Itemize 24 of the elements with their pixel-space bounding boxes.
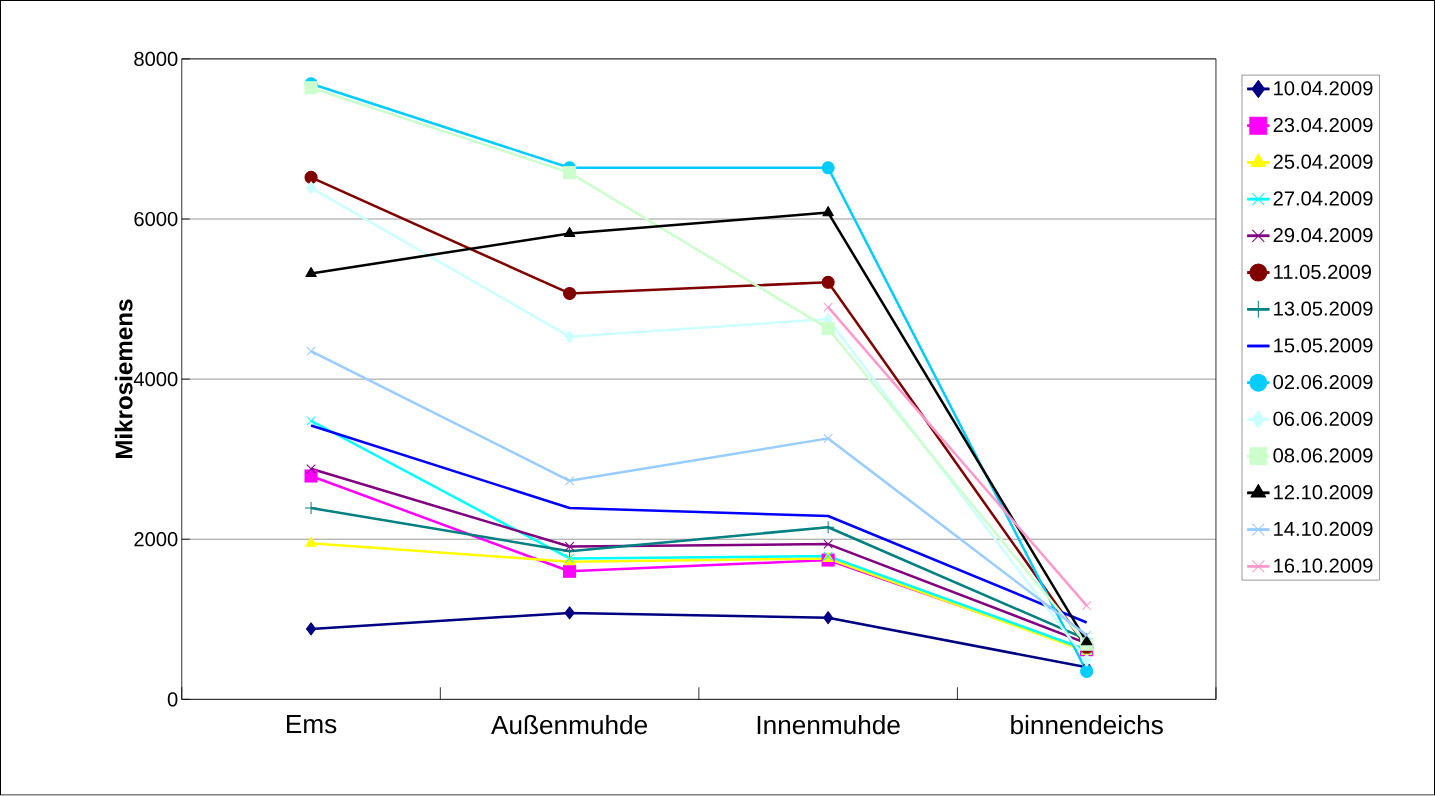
legend-label: 23.04.2009 xyxy=(1273,118,1373,133)
legend-label: 29.04.2009 xyxy=(1273,228,1373,243)
y-tick-label: 8000 xyxy=(134,52,178,67)
y-tick-label: 0 xyxy=(167,692,178,707)
x-tick-label: binnendeichs xyxy=(1011,715,1163,735)
legend-label: 27.04.2009 xyxy=(1273,191,1373,206)
legend-label: 08.06.2009 xyxy=(1273,448,1373,463)
x-tick-label: Ems xyxy=(287,715,337,734)
legend-label: 11.05.2009 xyxy=(1274,265,1371,280)
legend-label: 02.06.2009 xyxy=(1273,375,1373,390)
legend-label: 13.05.2009 xyxy=(1274,301,1373,316)
x-tick-label: Außenmuhde xyxy=(491,715,647,735)
legend-label: 16.10.2009 xyxy=(1274,558,1373,574)
y-tick-label: 2000 xyxy=(134,532,178,547)
legend-label: 06.06.2009 xyxy=(1273,411,1373,427)
legend-label: 25.04.2009 xyxy=(1273,154,1373,170)
legend-label: 14.10.2009 xyxy=(1274,522,1373,537)
x-tick-label: Innenmuhde xyxy=(757,715,900,735)
y-tick-label: 6000 xyxy=(134,212,178,227)
legend-label: 12.10.2009 xyxy=(1274,485,1373,500)
y-tick-label: 4000 xyxy=(133,372,178,387)
legend-label: 10.04.2009 xyxy=(1274,81,1373,96)
legend-label: 15.05.2009 xyxy=(1274,338,1373,353)
y-axis-title: Mikrosiemens xyxy=(114,299,133,459)
